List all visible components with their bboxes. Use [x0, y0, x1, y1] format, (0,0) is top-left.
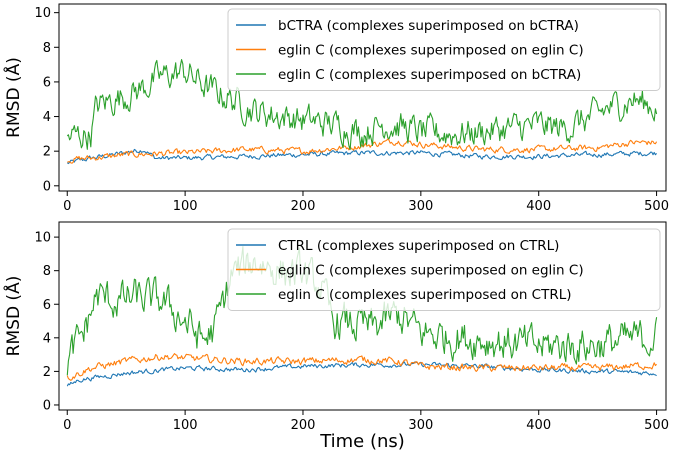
legend-box	[227, 8, 661, 91]
y-tick-label: 4	[43, 110, 51, 125]
series-line-1	[66, 148, 658, 165]
subplot-1: 0 100 200 300 400 500 0 2 4 6 8 10 RMSD (Å) bCTRA (co…	[2, 3, 669, 214]
series-line-1	[66, 361, 657, 387]
y-tick-label: 10	[34, 231, 51, 246]
series-line-3	[66, 59, 658, 151]
y-tick-label: 6	[43, 298, 51, 313]
x-tick-label: 500	[644, 418, 669, 433]
x-tick-label: 200	[291, 199, 316, 214]
y-tick-label: 2	[43, 145, 51, 160]
x-tick-label: 200	[291, 418, 316, 433]
y-tick-label: 0	[43, 398, 51, 413]
legend-entry: bCTRA (complexes superimposed on bCTRA)	[278, 18, 579, 34]
y-axis-label: RMSD (Å)	[2, 57, 24, 138]
legend: CTRL (complexes superimposed on CTRL) egl…	[227, 228, 661, 311]
x-tick-label: 0	[63, 418, 71, 433]
y-tick-label: 2	[43, 365, 51, 380]
series-line-2	[67, 138, 658, 164]
y-tick-label: 6	[43, 75, 51, 90]
subplot-2: 0 100 200 300 400 500 0 2 4 6 8 10 RMSD (Å) Time (ns)…	[2, 221, 669, 452]
legend-box	[227, 228, 661, 311]
x-tick-label: 400	[526, 199, 551, 214]
x-axis-label: Time (ns)	[319, 431, 405, 452]
y-tick-label: 8	[43, 41, 51, 56]
y-axis-label: RMSD (Å)	[2, 276, 24, 357]
x-tick-label: 0	[63, 199, 71, 214]
x-tick-label: 300	[408, 418, 433, 433]
axes-frame	[58, 221, 667, 411]
legend-entry: eglin C (complexes superimposed on CTRL)	[278, 287, 572, 303]
axes-frame	[58, 3, 667, 192]
legend-entry: eglin C (complexes superimposed on bCTRA…	[278, 67, 581, 83]
legend-entry: CTRL (complexes superimposed on CTRL)	[278, 238, 559, 254]
x-tick-label: 300	[408, 199, 433, 214]
y-tick-label: 4	[43, 331, 51, 346]
x-tick-label: 400	[526, 418, 551, 433]
legend-entry: eglin C (complexes superimposed on eglin…	[278, 263, 584, 279]
series-line-2	[66, 353, 657, 381]
y-tick-label: 10	[34, 6, 51, 21]
y-tick-label: 0	[43, 179, 51, 194]
x-tick-label: 500	[644, 199, 669, 214]
series-group	[66, 59, 658, 165]
x-tick-label: 100	[173, 199, 198, 214]
y-tick-label: 8	[43, 264, 51, 279]
x-tick-label: 100	[173, 418, 198, 433]
legend: bCTRA (complexes superimposed on bCTRA) e…	[227, 8, 661, 91]
legend-entry: eglin C (complexes superimposed on eglin…	[278, 43, 584, 59]
